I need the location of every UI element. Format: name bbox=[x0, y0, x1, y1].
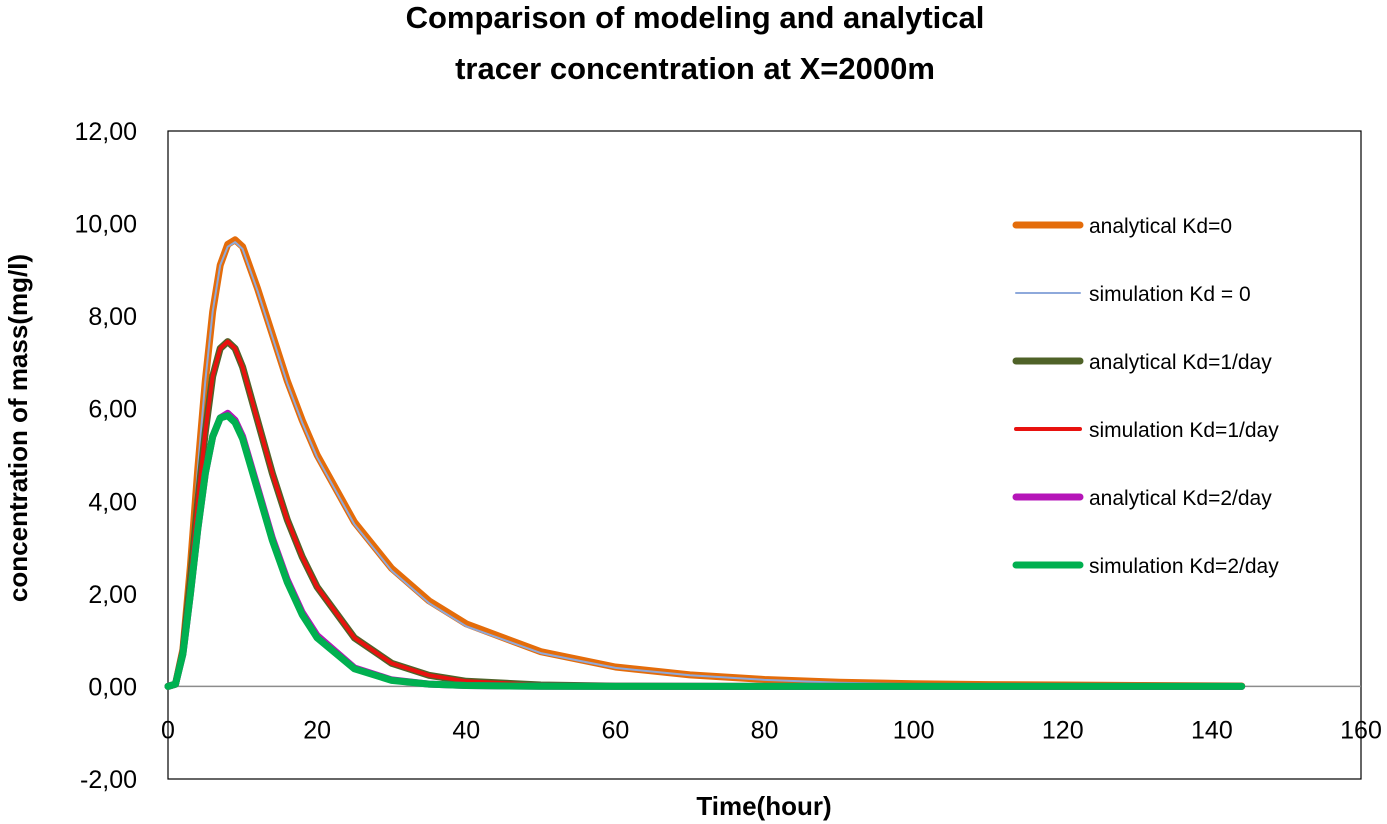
legend-label: simulation Kd = 0 bbox=[1089, 283, 1251, 306]
x-axis-title: Time(hour) bbox=[696, 791, 831, 821]
x-axis-tick-labels: 0 20 40 60 80 100 120 140 160 bbox=[161, 716, 1382, 744]
y-axis-tick-labels: -2,00 0,00 2,00 4,00 6,00 8,00 10,00 12,00 bbox=[74, 118, 137, 794]
y-tick-label: 10,00 bbox=[74, 211, 137, 239]
y-tick-label: 8,00 bbox=[88, 303, 137, 331]
legend-label: simulation Kd=1/day bbox=[1089, 419, 1279, 442]
series-line-6 bbox=[164, 412, 1246, 690]
x-tick-label: 140 bbox=[1191, 716, 1233, 744]
x-tick-label: 20 bbox=[303, 716, 331, 744]
y-tick-label: -2,00 bbox=[80, 766, 137, 794]
x-tick-label: 100 bbox=[893, 716, 935, 744]
chart-title: Comparison of modeling and analytical tr… bbox=[406, 0, 985, 86]
y-tick-label: 0,00 bbox=[88, 673, 137, 701]
y-tick-label: 2,00 bbox=[88, 581, 137, 609]
x-tick-label: 60 bbox=[601, 716, 629, 744]
legend-label: simulation Kd=2/day bbox=[1089, 555, 1279, 578]
chart-title-line-2: tracer concentration at X=2000m bbox=[455, 51, 935, 86]
legend: analytical Kd=0 simulation Kd = 0 analytic… bbox=[1012, 215, 1279, 578]
legend-label: analytical Kd=1/day bbox=[1089, 351, 1272, 374]
y-tick-label: 12,00 bbox=[74, 118, 137, 146]
x-tick-label: 0 bbox=[161, 716, 175, 744]
x-tick-label: 120 bbox=[1042, 716, 1084, 744]
chart-title-line-1: Comparison of modeling and analytical bbox=[406, 0, 985, 35]
legend-label: analytical Kd=2/day bbox=[1089, 487, 1272, 510]
legend-label: analytical Kd=0 bbox=[1089, 215, 1232, 238]
y-tick-label: 4,00 bbox=[88, 488, 137, 516]
x-tick-label: 80 bbox=[751, 716, 779, 744]
x-tick-label: 160 bbox=[1340, 716, 1382, 744]
y-tick-label: 6,00 bbox=[88, 396, 137, 424]
y-axis-title: concentration of mass(mg/l) bbox=[3, 254, 33, 602]
x-tick-label: 40 bbox=[452, 716, 480, 744]
series-layer bbox=[164, 236, 1246, 690]
